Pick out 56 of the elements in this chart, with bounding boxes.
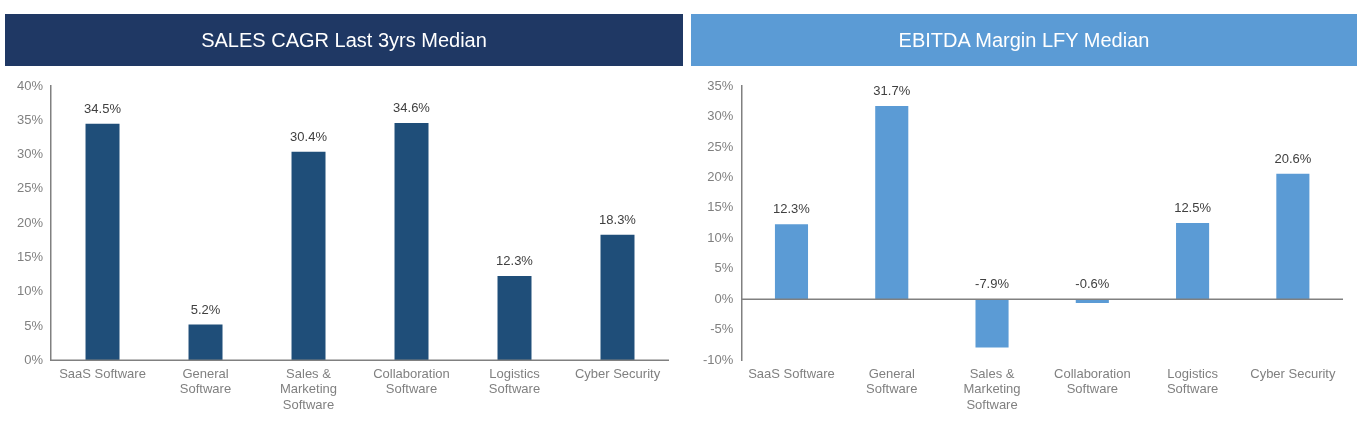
chart-title: SALES CAGR Last 3yrs Median [5,14,683,66]
y-tick-label: 35% [16,111,44,127]
y-tick-label: 30% [16,146,44,162]
data-label: -7.9% [975,276,1010,292]
y-tick-label: 15% [16,248,44,264]
y-tick-label: 0% [24,351,44,367]
bar [291,151,326,361]
x-tick-label: Cyber Security [1250,365,1336,381]
bar [875,106,909,300]
data-label: 18.3% [599,211,637,227]
y-tick-label: 5% [714,260,734,276]
y-tick-label: 25% [16,180,44,196]
y-tick-label: 10% [16,283,44,299]
bar [497,275,532,361]
bar [1176,223,1210,300]
x-tick-label: SaaS Software [748,365,835,381]
chart-title: EBITDA Margin LFY Median [691,14,1357,66]
y-tick-label: 30% [707,108,734,124]
data-label: 12.5% [1174,200,1212,216]
x-tick-label: Collaboration Software [1054,365,1131,397]
y-tick-label: 0% [714,290,734,306]
data-label: -0.6% [1075,276,1110,292]
y-tick-label: 35% [707,77,734,93]
x-tick-label: Cyber Security [574,365,661,381]
y-tick-label: 20% [16,214,44,230]
x-tick-label: General Software [179,365,232,397]
y-tick-label: 25% [707,138,734,154]
x-tick-label: Sales & Marketing Software [963,365,1021,412]
y-tick-label: 40% [16,77,44,93]
bar [394,123,429,361]
x-tick-label: General Software [866,365,918,397]
data-label: 30.4% [290,128,328,144]
y-tick-label: 15% [707,199,734,215]
data-label: 12.3% [773,201,811,217]
bar [774,224,809,300]
data-label: 20.6% [1274,150,1312,166]
data-label: 12.3% [496,252,534,268]
data-label: 31.7% [873,83,911,99]
x-tick-label: Logistics Software [1166,365,1219,397]
y-tick-label: 5% [24,317,44,333]
y-tick-label: 20% [707,168,734,184]
x-tick-label: Sales & Marketing Software [279,365,338,412]
y-tick-label: 10% [707,229,734,245]
bar [85,123,120,361]
bar [188,324,223,361]
x-tick-label: Collaboration Software [373,365,450,397]
y-tick-label: -5% [710,321,734,337]
bar [975,299,1009,348]
bar [600,234,635,361]
data-label: 5.2% [190,301,221,317]
x-tick-label: Logistics Software [488,365,541,397]
data-label: 34.6% [393,100,431,116]
y-tick-label: -10% [702,351,734,367]
x-tick-label: SaaS Software [59,365,146,381]
data-label: 34.5% [84,100,122,116]
bar [1276,173,1310,300]
